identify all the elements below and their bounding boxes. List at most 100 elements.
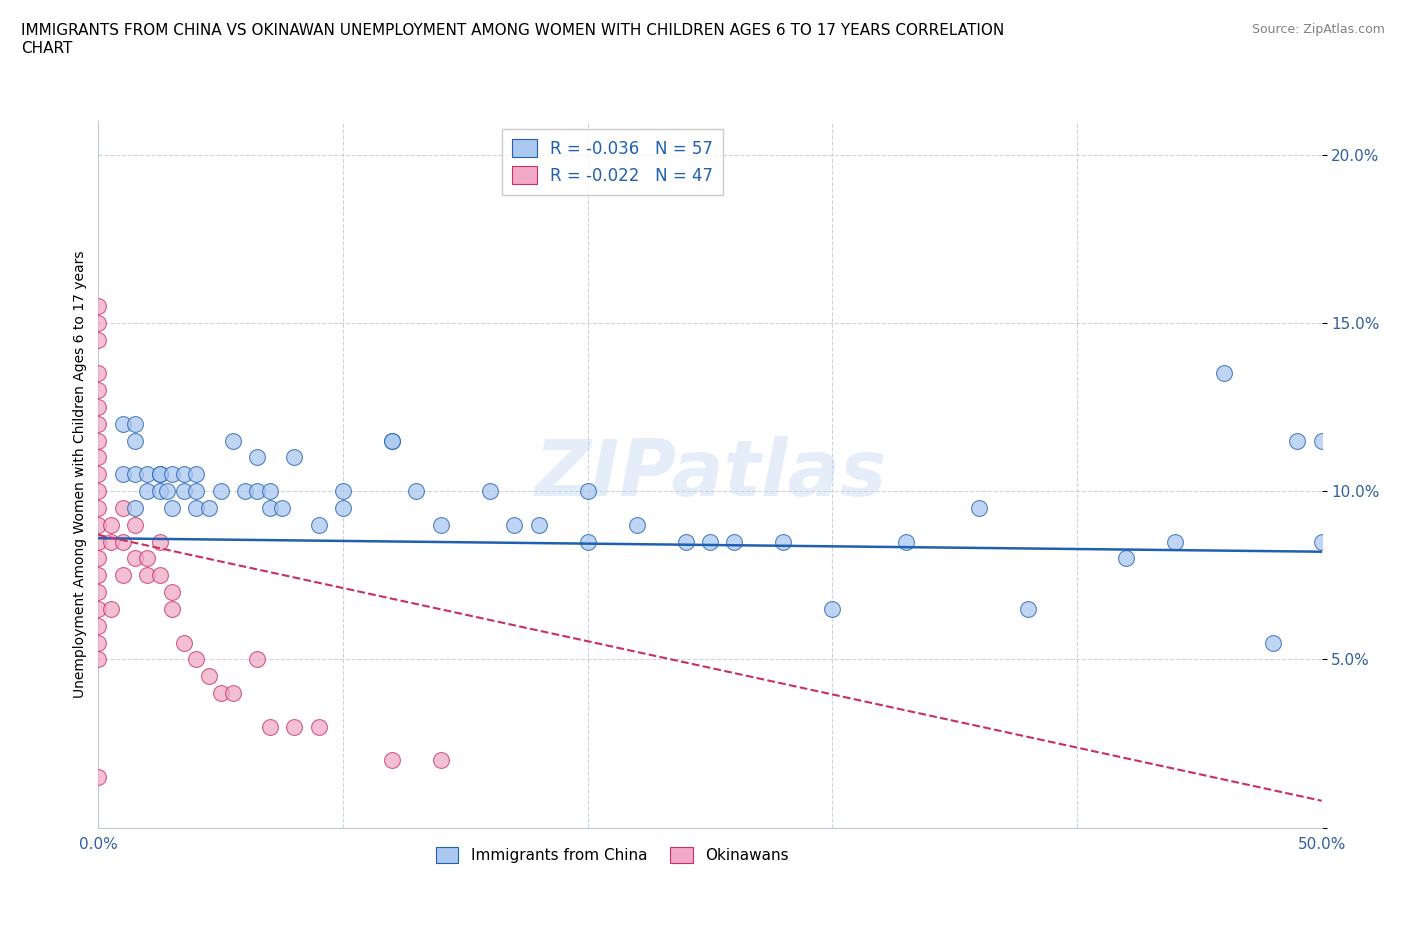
Point [87, 585, 110, 600]
Point [124, 467, 146, 482]
Point [87, 602, 110, 617]
Point [160, 585, 183, 600]
Point [186, 652, 208, 667]
Point [160, 602, 183, 617]
Point [233, 484, 256, 498]
Point [1017, 602, 1039, 617]
Point [87, 400, 110, 415]
Point [87, 635, 110, 650]
Point [967, 500, 990, 515]
Point [149, 467, 172, 482]
Point [186, 467, 208, 482]
Point [87, 450, 110, 465]
Point [1212, 365, 1234, 380]
Point [381, 753, 404, 768]
Point [270, 500, 294, 515]
Point [821, 602, 844, 617]
Point [87, 433, 110, 448]
Point [87, 652, 110, 667]
Point [124, 433, 146, 448]
Point [173, 484, 195, 498]
Point [124, 517, 146, 532]
Point [259, 484, 281, 498]
Point [381, 433, 404, 448]
Point [626, 517, 648, 532]
Point [675, 534, 697, 549]
Point [222, 433, 245, 448]
Point [186, 500, 208, 515]
Point [1310, 534, 1333, 549]
Point [111, 417, 134, 432]
Point [136, 568, 159, 583]
Point [894, 534, 917, 549]
Point [430, 753, 453, 768]
Point [111, 500, 134, 515]
Point [87, 517, 110, 532]
Point [100, 602, 122, 617]
Point [576, 484, 599, 498]
Point [246, 450, 269, 465]
Point [332, 500, 354, 515]
Point [381, 433, 404, 448]
Point [136, 467, 159, 482]
Point [87, 417, 110, 432]
Point [430, 517, 453, 532]
Point [283, 450, 305, 465]
Point [87, 332, 110, 347]
Point [156, 484, 179, 498]
Point [772, 534, 794, 549]
Point [1261, 635, 1284, 650]
Point [100, 517, 122, 532]
Point [87, 770, 110, 785]
Point [100, 534, 122, 549]
Point [111, 568, 134, 583]
Point [259, 500, 281, 515]
Point [87, 484, 110, 498]
Point [308, 517, 330, 532]
Point [87, 467, 110, 482]
Point [1286, 433, 1309, 448]
Point [246, 652, 269, 667]
Point [87, 299, 110, 313]
Point [1164, 534, 1187, 549]
Point [149, 467, 172, 482]
Text: Source: ZipAtlas.com: Source: ZipAtlas.com [1251, 23, 1385, 36]
Point [124, 551, 146, 565]
Point [149, 534, 172, 549]
Point [111, 534, 134, 549]
Point [173, 467, 195, 482]
Point [87, 534, 110, 549]
Point [87, 618, 110, 633]
Point [527, 517, 550, 532]
Point [478, 484, 501, 498]
Point [246, 484, 269, 498]
Point [308, 719, 330, 734]
Point [136, 484, 159, 498]
Point [87, 365, 110, 380]
Point [209, 484, 232, 498]
Point [87, 383, 110, 398]
Point [136, 551, 159, 565]
Point [723, 534, 745, 549]
Point [124, 500, 146, 515]
Point [1115, 551, 1137, 565]
Point [87, 315, 110, 330]
Point [160, 500, 183, 515]
Point [209, 685, 232, 700]
Text: IMMIGRANTS FROM CHINA VS OKINAWAN UNEMPLOYMENT AMONG WOMEN WITH CHILDREN AGES 6 : IMMIGRANTS FROM CHINA VS OKINAWAN UNEMPL… [21, 23, 1004, 56]
Point [87, 568, 110, 583]
Point [222, 685, 245, 700]
Point [283, 719, 305, 734]
Point [503, 517, 526, 532]
Point [576, 534, 599, 549]
Point [149, 568, 172, 583]
Text: ZIPatlas: ZIPatlas [534, 436, 886, 512]
Point [173, 635, 195, 650]
Point [160, 467, 183, 482]
Point [1310, 433, 1333, 448]
Point [87, 500, 110, 515]
Point [332, 484, 354, 498]
Point [197, 669, 219, 684]
Point [405, 484, 427, 498]
Point [87, 551, 110, 565]
